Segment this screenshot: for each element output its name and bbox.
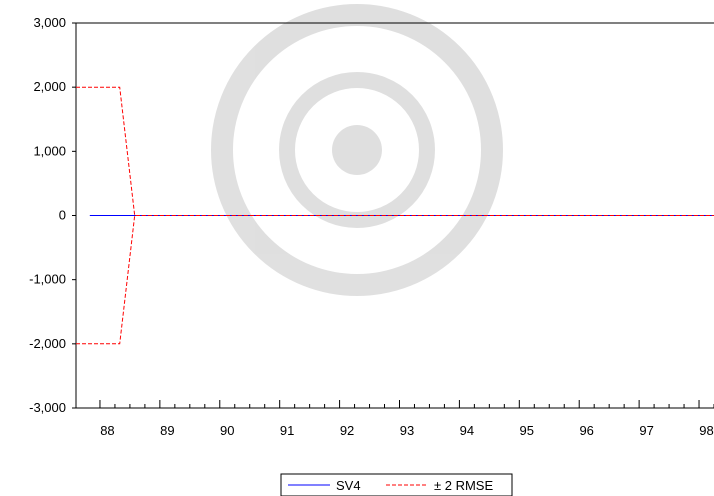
legend-label-sv4: SV4 [336,478,361,493]
x-tick-label: 91 [280,423,294,438]
x-tick-label: 95 [520,423,534,438]
x-tick-label: 96 [579,423,593,438]
x-tick-label: 92 [340,423,354,438]
y-tick-label: -2,000 [29,336,66,351]
y-tick-label: 2,000 [33,79,66,94]
y-tick-label: -3,000 [29,400,66,415]
watermark-emblem [211,4,503,296]
y-tick-label: 1,000 [33,143,66,158]
x-axis: 88 89 90 91 92 93 94 95 96 97 98 [99,400,714,438]
x-tick-label: 97 [639,423,653,438]
legend-box [280,473,513,496]
series-line-rmse-band-1 [76,86,714,216]
x-tick-label: 90 [220,423,234,438]
y-tick-label: -1,000 [29,272,66,287]
x-tick-label: 98 [699,423,713,438]
legend: SV4 ± 2 RMSE [280,473,513,496]
series-layer [76,86,714,345]
x-tick-label: 94 [460,423,474,438]
y-axis: 3,000 2,000 1,000 0 -1,000 -2,000 -3,000 [29,15,76,415]
x-tick-label: 93 [400,423,414,438]
legend-label-rmse: ± 2 RMSE [434,478,493,493]
y-tick-label: 0 [59,208,66,223]
series-line-rmse-band-2 [76,215,714,345]
y-tick-label: 3,000 [33,15,66,30]
x-tick-label: 88 [100,423,114,438]
x-tick-label: 89 [160,423,174,438]
